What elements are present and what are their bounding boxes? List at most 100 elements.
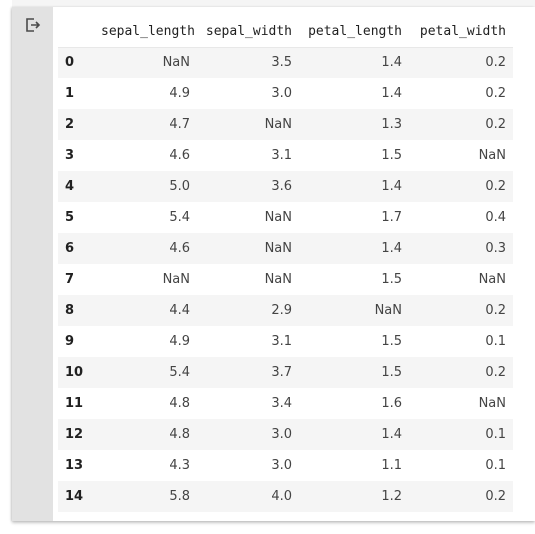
row-index: 14 (65, 489, 84, 504)
table-body: 0 NaN 3.5 1.4 0.2 1 4.9 3.0 1.4 0.2 2 4.7 NaN 1.3 0.2 3… (58, 47, 513, 512)
table-cell: 0.4 (485, 210, 506, 225)
row-index: 2 (65, 117, 75, 132)
table-cell: 4.3 (169, 458, 190, 473)
row-index: 11 (65, 396, 84, 411)
row-index: 4 (65, 179, 75, 194)
table-cell: 0.2 (485, 489, 506, 504)
table-cell: 3.5 (271, 55, 292, 71)
table-cell: 4.6 (169, 148, 190, 163)
table-row: 9 4.9 3.1 1.5 0.1 (58, 326, 513, 357)
table-cell: 0.2 (485, 179, 506, 194)
row-index: 10 (65, 365, 84, 380)
table-row: 5 5.4 NaN 1.7 0.4 (58, 202, 513, 233)
table-cell: 1.4 (381, 241, 402, 256)
table-cell: NaN (264, 272, 292, 287)
table-cell: NaN (478, 396, 506, 411)
table-cell: 3.0 (271, 458, 292, 473)
table-cell: 4.9 (169, 334, 190, 349)
table-cell: 3.1 (271, 334, 292, 349)
table-cell: 4.4 (169, 303, 190, 318)
table-cell: 5.4 (169, 210, 190, 225)
dataframe-table: sepal_length sepal_width petal_length petal… (58, 16, 513, 512)
table-cell: 1.4 (381, 179, 402, 194)
table-cell: 4.8 (169, 427, 190, 442)
table-cell: 4.8 (169, 396, 190, 411)
table-cell: NaN (374, 303, 402, 318)
row-index: 7 (65, 272, 75, 287)
column-header: petal_length (299, 16, 409, 48)
column-header: sepal_width (197, 16, 299, 48)
table-header: sepal_length sepal_width petal_length petal… (58, 16, 513, 48)
row-index: 3 (65, 148, 75, 163)
table-cell: 3.7 (271, 365, 292, 380)
table-row: 7 NaN NaN 1.5 NaN (58, 264, 513, 295)
row-index: 1 (65, 86, 75, 101)
table-cell: 1.4 (381, 55, 402, 71)
table-row: 11 4.8 3.4 1.6 NaN (58, 388, 513, 419)
table-cell: 5.0 (169, 179, 190, 194)
table-cell: 0.1 (485, 334, 506, 349)
table-cell: 0.2 (485, 303, 506, 318)
column-header: sepal_length (94, 16, 197, 48)
table-cell: NaN (264, 210, 292, 225)
row-index: 6 (65, 241, 75, 256)
table-cell: NaN (162, 55, 190, 71)
output-cell: sepal_length sepal_width petal_length petal… (12, 7, 535, 521)
output-arrow-icon[interactable] (24, 16, 42, 34)
table-row: 0 NaN 3.5 1.4 0.2 (58, 47, 513, 78)
row-index: 13 (65, 458, 84, 473)
table-cell: 1.5 (381, 148, 402, 163)
table-cell: 3.0 (271, 427, 292, 442)
table-cell: 1.6 (381, 396, 402, 411)
table-row: 6 4.6 NaN 1.4 0.3 (58, 233, 513, 264)
table-cell: 0.2 (485, 365, 506, 380)
table-row: 2 4.7 NaN 1.3 0.2 (58, 109, 513, 140)
table-cell: 5.8 (169, 489, 190, 504)
table-cell: 1.4 (381, 86, 402, 101)
previous-cell-edge (12, 0, 535, 7)
output-gutter (12, 7, 53, 521)
table-cell: 0.3 (485, 241, 506, 256)
table-row: 12 4.8 3.0 1.4 0.1 (58, 419, 513, 450)
table-row: 10 5.4 3.7 1.5 0.2 (58, 357, 513, 388)
table-cell: 0.2 (485, 55, 506, 71)
table-cell: 3.6 (271, 179, 292, 194)
table-cell: 4.0 (271, 489, 292, 504)
table-cell: 1.5 (381, 272, 402, 287)
row-index: 5 (65, 210, 75, 225)
table-cell: 1.3 (381, 117, 402, 132)
table-cell: 5.4 (169, 365, 190, 380)
table-cell: 3.4 (271, 396, 292, 411)
table-cell: 3.0 (271, 86, 292, 101)
table-cell: 1.2 (381, 489, 402, 504)
table-cell: 1.1 (381, 458, 402, 473)
row-index: 8 (65, 303, 75, 318)
row-index: 0 (65, 55, 75, 71)
table-cell: NaN (264, 117, 292, 132)
column-header: petal_width (409, 16, 513, 48)
table-cell: 4.7 (169, 117, 190, 132)
header-row: sepal_length sepal_width petal_length petal… (58, 16, 513, 48)
table-cell: 4.6 (169, 241, 190, 256)
table-row: 14 5.8 4.0 1.2 0.2 (58, 481, 513, 512)
table-cell: 1.4 (381, 427, 402, 442)
table-cell: NaN (478, 272, 506, 287)
table-cell: 1.5 (381, 334, 402, 349)
table-row: 3 4.6 3.1 1.5 NaN (58, 140, 513, 171)
table-cell: 2.9 (271, 303, 292, 318)
table-cell: NaN (162, 272, 190, 287)
table-cell: 1.7 (381, 210, 402, 225)
row-index: 9 (65, 334, 75, 349)
table-row: 4 5.0 3.6 1.4 0.2 (58, 171, 513, 202)
table-cell: 0.1 (485, 427, 506, 442)
table-cell: 3.1 (271, 148, 292, 163)
table-cell: 1.5 (381, 365, 402, 380)
table-cell: NaN (478, 148, 506, 163)
table-cell: NaN (264, 241, 292, 256)
row-index: 12 (65, 427, 84, 442)
table-row: 1 4.9 3.0 1.4 0.2 (58, 78, 513, 109)
table-cell: 0.2 (485, 86, 506, 101)
table-cell: 0.2 (485, 117, 506, 132)
table-cell: 4.9 (169, 86, 190, 101)
table-cell: 0.1 (485, 458, 506, 473)
